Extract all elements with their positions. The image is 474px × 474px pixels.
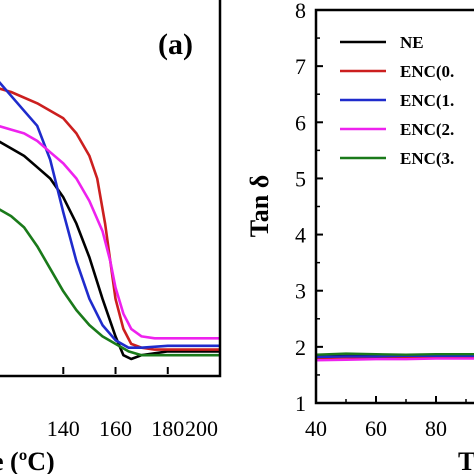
left-x-tick-label: 140 <box>47 416 80 441</box>
legend: NE ENC(0. ENC(1. ENC(2. ENC(3. <box>340 33 454 168</box>
left-x-tick-label: 180 <box>151 416 184 441</box>
right-series-line-3 <box>315 357 474 362</box>
legend-label-1: ENC(0. <box>400 62 454 81</box>
right-y-axis-label: Tan δ <box>245 175 274 237</box>
right-y-tick-label: 7 <box>295 54 306 79</box>
left-plot-frame <box>0 0 222 378</box>
right-x-tick-label: 60 <box>365 416 387 441</box>
right-series-line-2 <box>315 354 474 359</box>
right-y-tick-label: 6 <box>295 110 306 135</box>
right-y-tick-label: 4 <box>295 223 306 248</box>
right-x-axis-label: T <box>458 447 474 474</box>
right-x-ticks: 40 60 80 <box>305 396 467 441</box>
left-x-tick-label: 160 <box>99 416 132 441</box>
legend-label-0: NE <box>400 33 424 52</box>
right-y-tick-label: 3 <box>295 279 306 304</box>
left-x-axis-label: e (ºC) <box>0 447 55 474</box>
left-series-line-0 <box>0 140 220 361</box>
right-panel: 1 2 3 4 5 6 7 8 40 60 80 Tan δ T NE ENC(0. ENC(1. EN… <box>245 0 474 474</box>
left-series-line-2 <box>0 81 220 350</box>
left-series-line-4 <box>0 208 220 357</box>
right-y-ticks: 1 2 3 4 5 6 7 8 <box>295 0 323 416</box>
right-y-tick-label: 5 <box>295 166 306 191</box>
right-y-tick-label: 2 <box>295 335 306 360</box>
legend-label-2: ENC(1. <box>400 91 454 110</box>
right-x-tick-label: 80 <box>425 416 447 441</box>
right-series-line-4 <box>315 352 474 356</box>
left-x-tick-label: 200 <box>185 416 218 441</box>
legend-label-4: ENC(3. <box>400 149 454 168</box>
right-y-tick-label: 8 <box>295 0 306 23</box>
left-series-line-3 <box>0 125 220 340</box>
left-series-group <box>0 81 220 361</box>
left-series-line-1 <box>0 87 220 351</box>
legend-label-3: ENC(2. <box>400 120 454 139</box>
left-x-ticks: 140 160 180 200 <box>47 367 221 441</box>
right-y-tick-label: 1 <box>295 391 306 416</box>
right-x-tick-label: 40 <box>305 416 327 441</box>
right-series-group <box>315 352 474 362</box>
left-panel-label: (a) <box>158 28 193 61</box>
